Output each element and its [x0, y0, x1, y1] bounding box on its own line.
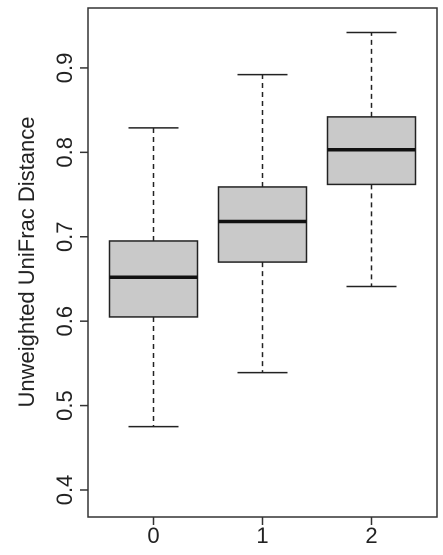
y-tick-label: 0.4 [52, 475, 77, 506]
y-tick-label: 0.9 [52, 53, 77, 84]
x-tick-label: 2 [365, 523, 377, 548]
box [217, 186, 308, 263]
x-tick-label: 0 [147, 523, 159, 548]
y-tick-label: 0.5 [52, 390, 77, 421]
y-tick-label: 0.6 [52, 306, 77, 337]
y-tick-label: 0.7 [52, 221, 77, 252]
x-tick-label: 1 [256, 523, 268, 548]
y-axis-label: Unweighted UniFrac Distance [14, 116, 39, 407]
y-tick-label: 0.8 [52, 137, 77, 168]
